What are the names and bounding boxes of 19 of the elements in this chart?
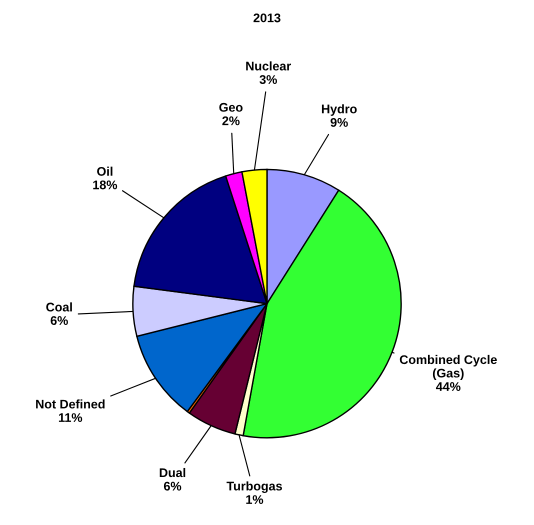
data-label: 44%	[436, 382, 460, 391]
data-label: 9%	[330, 118, 348, 127]
data-label: 1%	[246, 495, 264, 504]
data-label: 18%	[93, 180, 118, 190]
slice-label: Oil	[97, 166, 112, 176]
slice-label: Coal	[46, 302, 72, 312]
data-label: 6%	[50, 316, 68, 325]
data-label: 3%	[260, 75, 277, 84]
slice-label: Nuclear	[246, 61, 292, 70]
slice-label: Dual	[160, 468, 186, 478]
slice-label: Geo	[219, 102, 243, 112]
chart-title: 2013	[254, 13, 280, 22]
data-label: 6%	[164, 482, 182, 491]
slice-label: Not Defined	[36, 399, 105, 409]
data-label: 11%	[58, 413, 82, 422]
slice-label: Hydro	[322, 104, 357, 116]
slice-label: Turbogas	[226, 481, 282, 494]
slice-label: Combined Cycle (Gas)	[400, 354, 497, 380]
data-label: 2%	[222, 116, 240, 126]
